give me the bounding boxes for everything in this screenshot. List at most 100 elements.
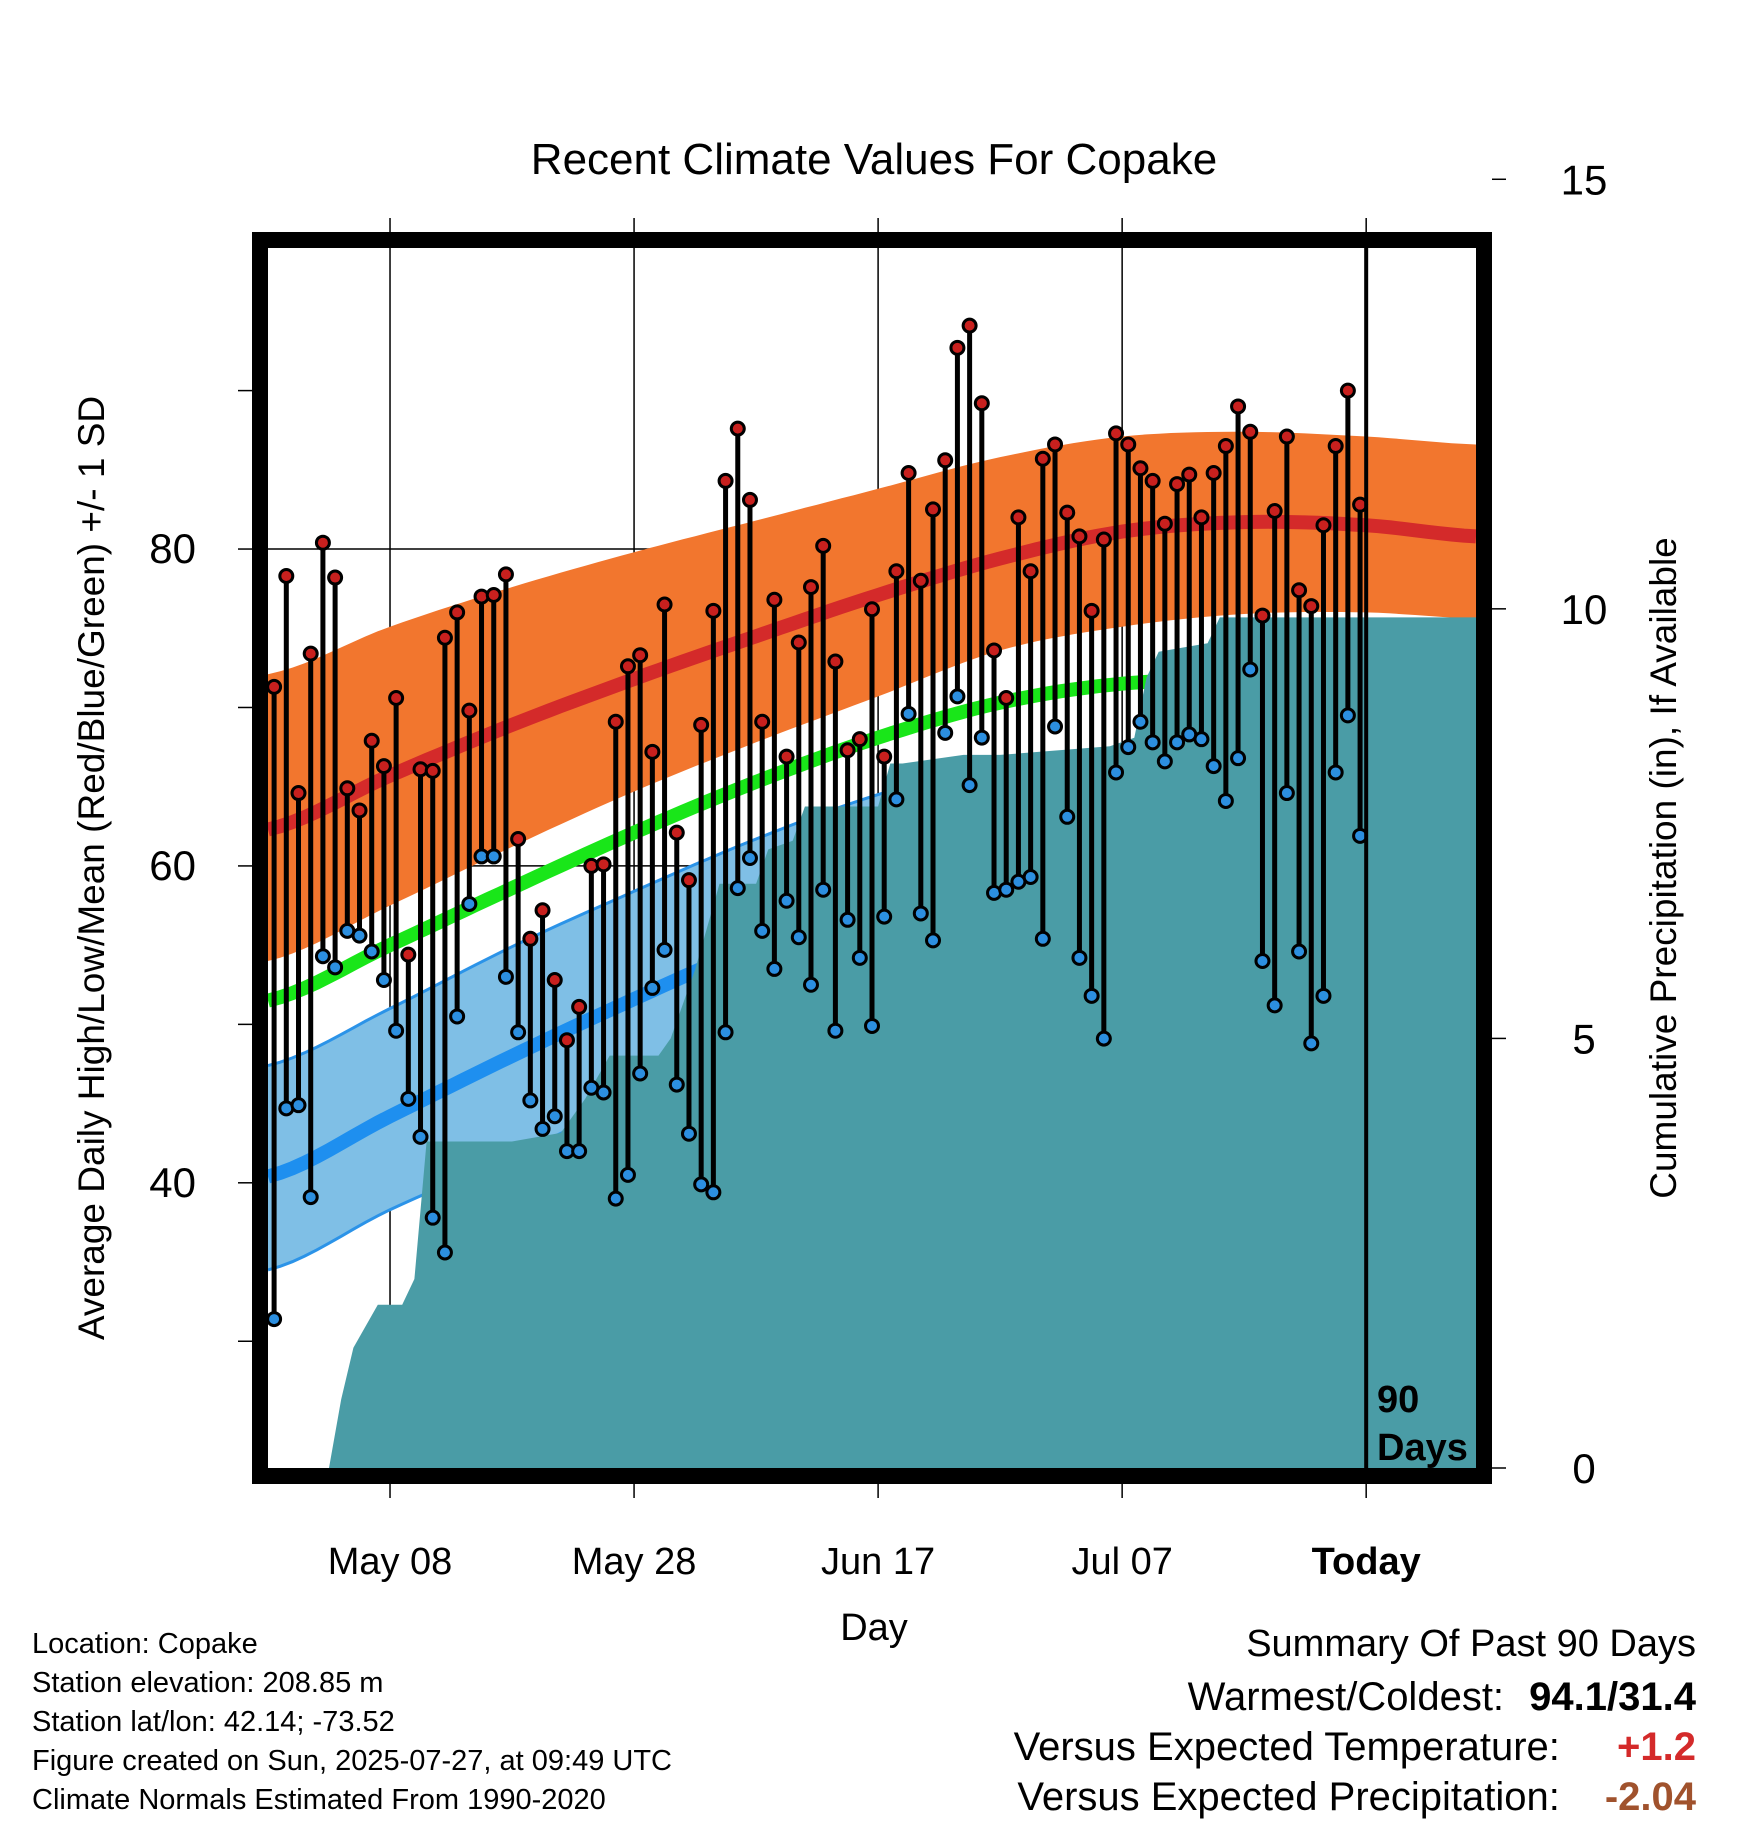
daily-low-point (827, 1022, 844, 1039)
daily-low-point (607, 1190, 624, 1207)
daily-high-point (1034, 450, 1051, 467)
daily-low-point (1217, 792, 1234, 809)
daily-high-point (1339, 382, 1356, 399)
daily-high-point (363, 732, 380, 749)
daily-low-point (632, 1065, 649, 1082)
daily-low-point (778, 892, 795, 909)
daily-high-point (668, 824, 685, 841)
daily-high-point (925, 501, 942, 518)
daily-low-point (1230, 750, 1247, 767)
daily-low-point (510, 1024, 527, 1041)
daily-high-point (1071, 528, 1088, 545)
daily-high-point (388, 689, 405, 706)
daily-high-point (1156, 515, 1173, 532)
daily-high-point (1205, 464, 1222, 481)
daily-high-point (815, 537, 832, 554)
daily-low-point (717, 1024, 734, 1041)
daily-low-point (790, 929, 807, 946)
daily-low-point (815, 881, 832, 898)
daily-high-point (314, 534, 331, 551)
daily-high-point (424, 762, 441, 779)
daily-low-point (388, 1022, 405, 1039)
daily-low-point (1205, 758, 1222, 775)
daily-low-point (1327, 764, 1344, 781)
daily-low-point (1083, 987, 1100, 1004)
y-tick-label: 40 (149, 1159, 196, 1206)
daily-high-point (327, 569, 344, 586)
daily-high-point (1327, 438, 1344, 455)
daily-high-point (278, 567, 295, 584)
daily-low-point (900, 705, 917, 722)
daily-high-point (339, 780, 356, 797)
daily-high-point (729, 420, 746, 437)
daily-low-point (485, 848, 502, 865)
x-tick-label: Jun 17 (821, 1541, 935, 1583)
precip-label: Versus Expected Precipitation: (1017, 1775, 1560, 1819)
daily-high-point (351, 802, 368, 819)
daily-high-point (461, 702, 478, 719)
daily-high-point (949, 339, 966, 356)
daily-low-point (766, 960, 783, 977)
info-normals: Climate Normals Estimated From 1990-2020 (32, 1784, 606, 1816)
daily-high-point (864, 601, 880, 618)
daily-low-point (1047, 718, 1064, 735)
daily-low-point (741, 850, 758, 866)
daily-high-point (522, 930, 539, 947)
info-elevation: Station elevation: 208.85 m (32, 1667, 384, 1699)
daily-high-point (266, 678, 283, 695)
daily-high-point (1266, 503, 1283, 520)
daily-low-point (937, 724, 954, 741)
daily-high-point (302, 645, 319, 662)
daily-high-point (1169, 476, 1186, 493)
daily-high-point (741, 491, 758, 508)
daily-low-point (534, 1120, 551, 1137)
period-label-unit: Days (1377, 1427, 1468, 1469)
daily-high-point (717, 472, 734, 489)
daily-low-point (644, 979, 661, 996)
daily-low-point (363, 943, 380, 960)
daily-high-point (1193, 509, 1210, 526)
chart-title: Recent Climate Values For Copake (531, 135, 1217, 184)
daily-low-point (424, 1209, 441, 1226)
daily-low-point (412, 1128, 429, 1145)
y2-tick-label: 0 (1572, 1445, 1595, 1492)
daily-high-point (290, 785, 307, 802)
daily-high-point (961, 317, 978, 334)
daily-high-point (888, 563, 905, 580)
daily-high-point (827, 653, 844, 670)
daily-low-point (802, 976, 819, 993)
axis-ticks-labels: May 08 May 28 Jun 17 Jul 07 Today 40 60 80 0 5 10 1… (149, 156, 1607, 1583)
daily-low-point (656, 941, 673, 958)
warmest-coldest-value: 94.1/31.4 (1529, 1675, 1696, 1719)
daily-low-point (290, 1097, 307, 1114)
daily-high-point (912, 572, 929, 589)
daily-high-point (497, 566, 514, 583)
daily-high-point (400, 946, 417, 963)
daily-high-point (571, 998, 588, 1015)
daily-high-point (986, 642, 1003, 659)
precip-value: -2.04 (1604, 1775, 1696, 1819)
daily-high-point (656, 596, 673, 613)
daily-low-point (1291, 943, 1308, 960)
daily-high-point (1083, 602, 1100, 619)
daily-high-point (839, 742, 856, 759)
info-created: Figure created on Sun, 2025-07-27, at 09… (32, 1745, 672, 1777)
daily-low-point (314, 948, 331, 965)
daily-high-point (1217, 438, 1234, 455)
daily-low-point (1144, 734, 1161, 751)
x-tick-label: May 28 (572, 1541, 697, 1583)
daily-low-point (839, 911, 856, 928)
plot-border (252, 232, 1492, 1484)
daily-high-point (876, 748, 893, 765)
y-tick-label: 60 (149, 842, 196, 889)
x-axis-label: Day (840, 1607, 908, 1649)
daily-high-point (546, 972, 563, 988)
daily-low-point (522, 1092, 539, 1109)
y2-tick-label: 10 (1561, 586, 1608, 633)
daily-high-point (1254, 607, 1271, 624)
daily-high-point (705, 602, 722, 619)
daily-high-point (1144, 472, 1161, 489)
daily-low-point (668, 1076, 685, 1093)
y-tick-label: 80 (149, 525, 196, 572)
